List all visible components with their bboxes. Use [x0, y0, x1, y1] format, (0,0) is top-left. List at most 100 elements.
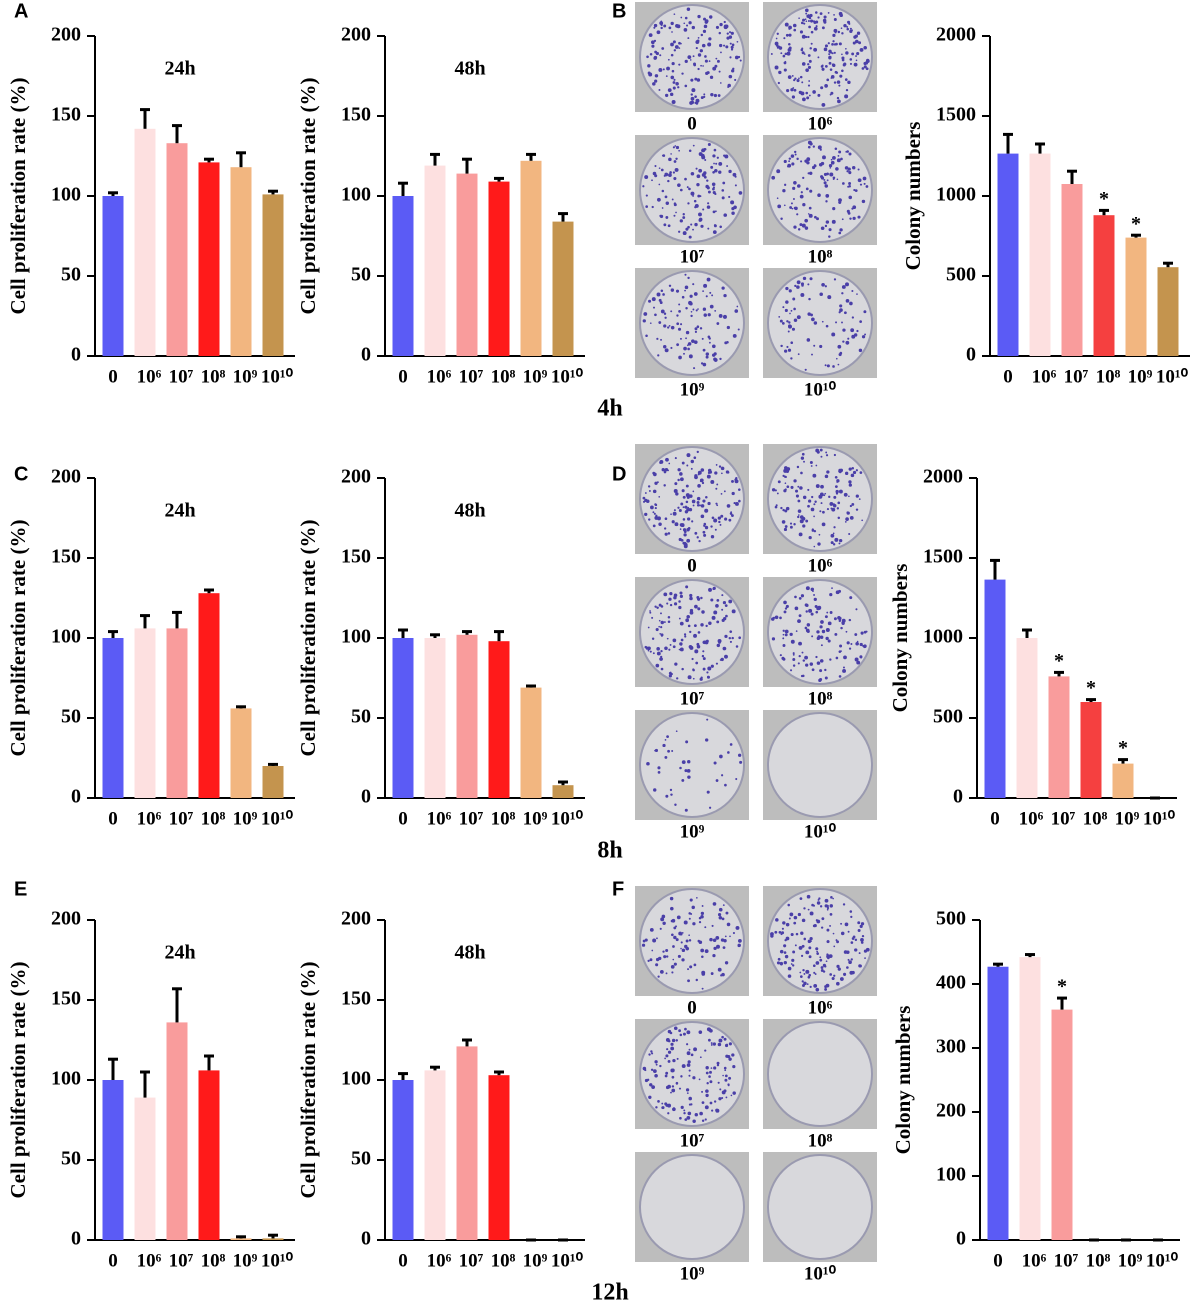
colony-dot: [815, 961, 820, 965]
colony-dot: [685, 307, 688, 310]
colony-dot: [677, 86, 680, 89]
colony-dot: [800, 91, 805, 96]
colony-dot: [684, 808, 688, 812]
colony-dot: [656, 647, 660, 651]
colony-dot: [697, 36, 700, 39]
colony-dot: [824, 184, 829, 188]
colony-dot: [776, 492, 779, 495]
colony-dot: [784, 607, 788, 610]
y-tick-label: 100: [51, 184, 81, 206]
colony-dot: [739, 59, 742, 62]
colony-dot: [689, 965, 693, 969]
colony-dot: [820, 161, 825, 166]
colony-dot: [682, 506, 685, 509]
colony-dot: [819, 148, 822, 151]
colony-dot: [785, 33, 789, 37]
colony-dot: [825, 194, 830, 198]
colony-dot: [799, 223, 803, 227]
colony-dot: [667, 179, 670, 183]
colony-dot: [702, 499, 706, 503]
colony-dot: [827, 940, 829, 942]
colony-dot: [702, 290, 705, 293]
colony-dot: [816, 952, 819, 955]
colony-dot: [800, 931, 804, 935]
colony-dot: [774, 615, 779, 620]
colony-dot: [646, 55, 649, 59]
y-axis-label: Colony numbers: [891, 1006, 915, 1155]
colony-dot: [787, 974, 792, 978]
colony-dot: [808, 955, 812, 959]
x-tick-label: 10¹⁰: [1146, 1250, 1179, 1271]
colony-dot: [849, 910, 853, 913]
colony-dot: [824, 285, 827, 288]
bar: [230, 167, 252, 356]
colony-dot: [834, 485, 838, 489]
dish: [639, 4, 745, 110]
colony-dot: [709, 1080, 713, 1084]
colony-dot: [690, 78, 694, 82]
colony-dot: [664, 467, 669, 472]
colony-dot: [792, 964, 795, 967]
colony-dot: [694, 222, 698, 227]
colony-dot: [779, 949, 784, 954]
colony-dot: [838, 489, 843, 494]
colony-dot: [676, 677, 679, 680]
colony-dot: [729, 743, 733, 746]
colony-dot: [849, 217, 852, 220]
colony-dot: [692, 195, 694, 197]
x-tick-label: 10⁷: [459, 1250, 484, 1271]
colony-dot: [844, 311, 847, 315]
colony-dot: [686, 1063, 691, 1067]
colony-dot: [695, 167, 698, 170]
colony-dot: [720, 51, 722, 54]
colony-dot: [842, 340, 845, 343]
colony-dot: [648, 1053, 651, 1056]
colony-dot: [698, 920, 702, 924]
colony-dot: [698, 168, 703, 173]
colony-dot: [654, 79, 658, 83]
colony-dot: [791, 327, 796, 331]
colony-dot: [644, 938, 648, 942]
colony-dot: [683, 544, 688, 549]
colony-dot: [673, 214, 676, 217]
colony-dot: [658, 496, 661, 498]
colony-dot: [819, 344, 823, 349]
colony-dot: [710, 1044, 713, 1046]
colony-dot: [787, 903, 791, 907]
colony-dot: [823, 20, 827, 24]
x-tick-label: 10¹⁰: [551, 366, 584, 387]
colony-dot: [728, 74, 733, 79]
colony-dot: [653, 23, 658, 28]
colony-dot: [784, 633, 788, 637]
colony-dot: [684, 510, 689, 514]
colony-dot: [819, 635, 824, 640]
colony-dot: [857, 921, 861, 925]
bar: [230, 1238, 252, 1240]
bar: [1125, 237, 1147, 356]
colony-dot: [836, 158, 841, 163]
colony-dot: [696, 642, 700, 646]
colony-dot: [859, 320, 863, 323]
colony-dot: [850, 473, 855, 478]
colony-dot: [678, 310, 681, 313]
colony-dot: [836, 357, 838, 360]
colony-dot: [819, 905, 823, 908]
colony-dot: [863, 310, 867, 314]
colony-dot: [838, 650, 842, 653]
colony-dot: [715, 935, 720, 940]
colony-dot: [717, 912, 722, 917]
colony-dot: [715, 662, 719, 665]
chart-title: 24h: [164, 58, 195, 80]
x-tick-label: 10¹⁰: [1156, 366, 1189, 387]
y-tick-label: 2000: [936, 24, 976, 46]
colony-dot: [719, 43, 723, 48]
colony-dot: [670, 1091, 672, 1094]
colony-dot: [663, 344, 667, 349]
colony-dot: [688, 300, 693, 305]
colony-dot: [821, 67, 825, 71]
colony-dot: [686, 1115, 691, 1120]
colony-dot: [781, 520, 786, 524]
colony-dot: [704, 949, 709, 954]
colony-dot: [698, 916, 702, 920]
colony-dot: [667, 1029, 672, 1034]
